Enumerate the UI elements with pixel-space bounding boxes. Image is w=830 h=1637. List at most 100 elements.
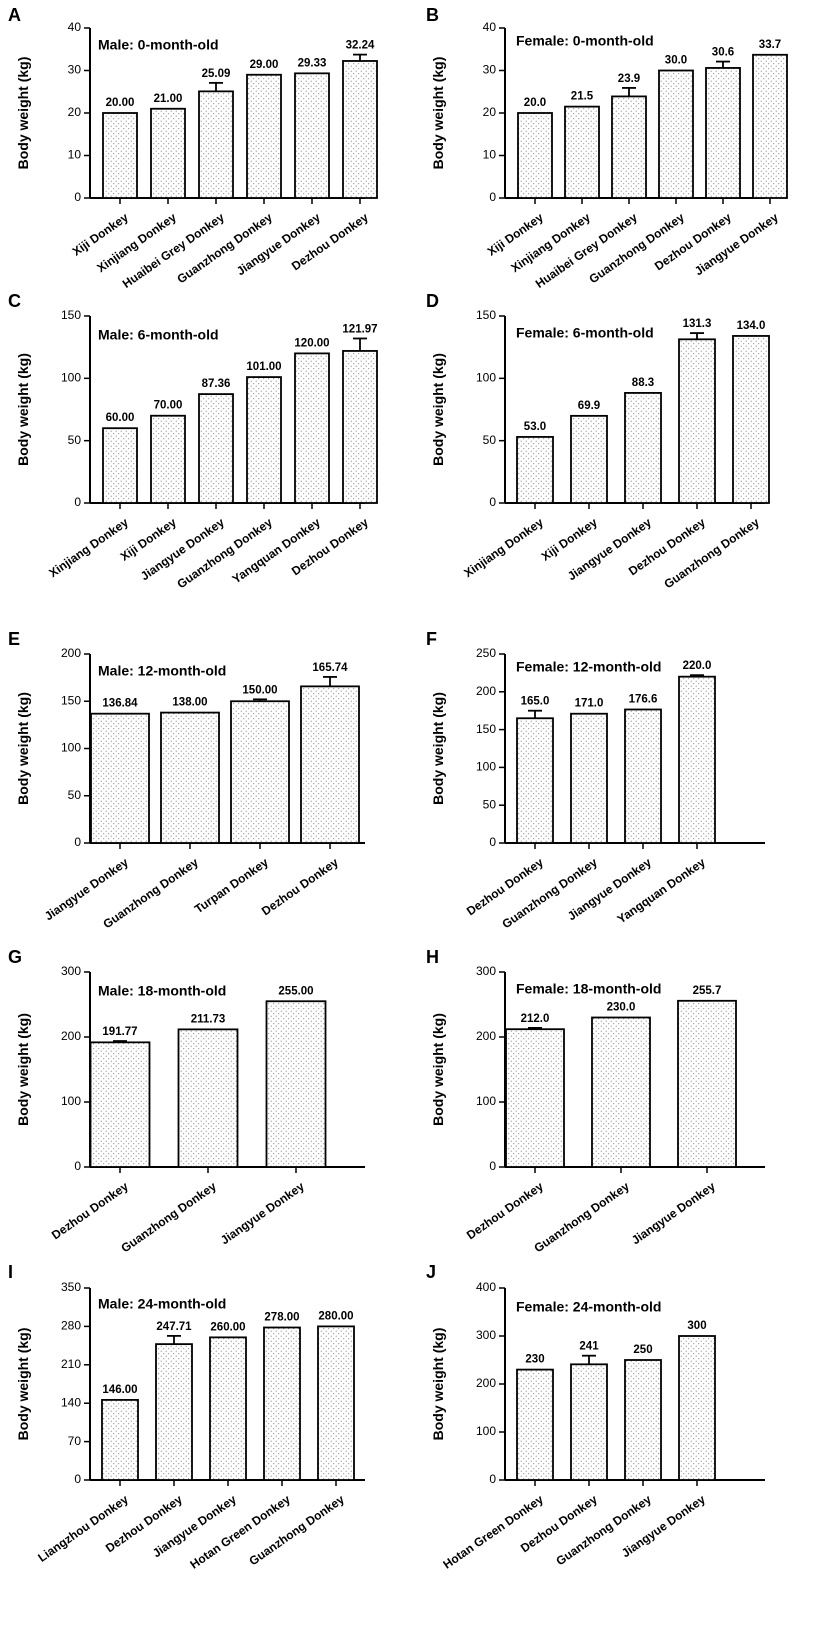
data-label: 278.00 (264, 1311, 299, 1323)
data-label: 88.3 (632, 377, 654, 389)
data-label: 165.0 (521, 696, 550, 708)
chart-title: Female: 12-month-old (516, 659, 661, 675)
data-label: 121.97 (342, 323, 377, 335)
y-tick-label: 150 (61, 308, 81, 322)
data-label: 146.00 (102, 1384, 137, 1396)
data-label: 300 (687, 1320, 706, 1332)
bar (505, 1028, 565, 1168)
x-tick-label: Liangzhou Donkey (35, 1492, 131, 1565)
data-label: 23.9 (618, 73, 640, 85)
bar (658, 69, 694, 199)
chart-panel-h: H Female: 18-month-old 0 100 200 300 Body weig… (426, 947, 765, 1255)
data-label: 30.6 (712, 47, 734, 59)
data-label: 131.3 (683, 318, 712, 330)
y-tick-label: 70 (68, 1434, 82, 1448)
chart-panel-c: C Male: 6-month-old 0 50 100 150 Body weight (… (8, 291, 378, 591)
chart-panel-d: D Female: 6-month-old 0 50 100 150 Body weight… (426, 291, 770, 591)
y-tick-label: 200 (61, 1029, 81, 1043)
data-label: 280.00 (318, 1310, 353, 1322)
y-axis-label: Body weight (kg) (430, 1328, 446, 1441)
data-label: 211.73 (191, 1013, 226, 1025)
bar (160, 711, 220, 844)
x-tick-label: Xinjiang Donkey (508, 210, 593, 275)
data-label: 138.00 (172, 697, 207, 709)
data-label: 25.09 (202, 68, 231, 80)
bar (263, 1326, 301, 1481)
chart-panel-e: E Male: 12-month-old 0 50 100 150 200 Body weig… (8, 629, 365, 931)
chart-title: Female: 6-month-old (516, 325, 654, 341)
data-label: 230 (525, 1354, 544, 1366)
y-tick-label: 100 (61, 1094, 81, 1108)
chart-panel-i: I Male: 24-month-old 0 70 140 210 280 350 Body w… (8, 1262, 365, 1572)
x-tick-label: Jiangyue Donkey (692, 210, 781, 278)
panel-letter: J (426, 1262, 436, 1282)
data-label: 120.00 (294, 337, 329, 349)
bar (570, 712, 608, 844)
bar (230, 700, 290, 844)
x-tick-label: Jiangyue Donkey (629, 1179, 718, 1247)
y-tick-label: 250 (476, 646, 496, 660)
bar (705, 67, 741, 199)
data-label: 255.7 (693, 985, 722, 997)
y-tick-label: 0 (74, 495, 81, 509)
y-tick-label: 10 (483, 148, 497, 162)
y-tick-label: 150 (61, 693, 81, 707)
bar (752, 53, 788, 199)
data-label: 220.0 (683, 660, 712, 672)
panel-letter: B (426, 5, 439, 25)
chart-panel-g: G Male: 18-month-old 0 100 200 300 Body weight… (8, 947, 365, 1255)
data-label: 20.0 (524, 97, 546, 109)
y-tick-label: 30 (68, 63, 82, 77)
y-axis-label: Body weight (kg) (15, 57, 31, 170)
x-tick-label: Hotan Green Donkey (441, 1492, 547, 1572)
data-label: 247.71 (156, 1321, 192, 1333)
bar (209, 1336, 247, 1481)
data-label: 136.84 (102, 698, 138, 710)
y-tick-label: 20 (483, 105, 497, 119)
data-label: 241 (579, 1341, 599, 1353)
bar (342, 350, 378, 504)
y-tick-label: 100 (61, 741, 81, 755)
panel-letter: I (8, 1262, 13, 1282)
bar (516, 1368, 554, 1481)
y-tick-label: 0 (74, 1472, 81, 1486)
panel-letter: D (426, 291, 439, 311)
y-tick-label: 100 (476, 371, 496, 385)
y-axis-label: Body weight (kg) (15, 692, 31, 805)
bar (294, 352, 330, 504)
x-tick-label: Hotan Green Donkey (188, 1492, 294, 1572)
chart-panel-j: J Female: 24-month-old 0 100 200 300 400 Body w… (426, 1262, 765, 1572)
y-tick-label: 40 (483, 20, 497, 34)
chart-panel-a: A Male: 0-month-old 0 10 20 30 40 Body weight (… (8, 5, 378, 291)
y-tick-label: 50 (68, 788, 82, 802)
y-axis-label: Body weight (kg) (15, 1013, 31, 1126)
y-tick-label: 100 (61, 371, 81, 385)
y-tick-label: 150 (476, 308, 496, 322)
bar (317, 1325, 355, 1481)
x-tick-label: Guanzhong Donkey (553, 1492, 654, 1568)
y-tick-label: 0 (489, 495, 496, 509)
y-tick-label: 10 (68, 148, 82, 162)
y-tick-label: 100 (476, 1424, 496, 1438)
bar (246, 376, 282, 504)
y-tick-label: 20 (68, 105, 82, 119)
bar (294, 72, 330, 199)
bar (177, 1028, 239, 1168)
bar (570, 414, 608, 504)
bar (678, 1335, 716, 1481)
data-label: 60.00 (106, 412, 135, 424)
chart-title: Female: 24-month-old (516, 1299, 661, 1315)
x-tick-label: Xinjiang Donkey (46, 515, 131, 580)
x-tick-label: Dezhou Donkey (49, 1179, 131, 1242)
data-label: 70.00 (154, 400, 183, 412)
x-tick-label: Jiangyue Donkey (234, 210, 323, 278)
bar (102, 427, 138, 504)
y-tick-label: 0 (74, 1159, 81, 1173)
bar (516, 436, 554, 504)
y-tick-label: 30 (483, 63, 497, 77)
bar (198, 90, 234, 199)
y-tick-label: 280 (61, 1319, 81, 1333)
y-tick-label: 200 (61, 646, 81, 660)
data-label: 255.00 (278, 985, 313, 997)
chart-title: Female: 18-month-old (516, 981, 661, 997)
